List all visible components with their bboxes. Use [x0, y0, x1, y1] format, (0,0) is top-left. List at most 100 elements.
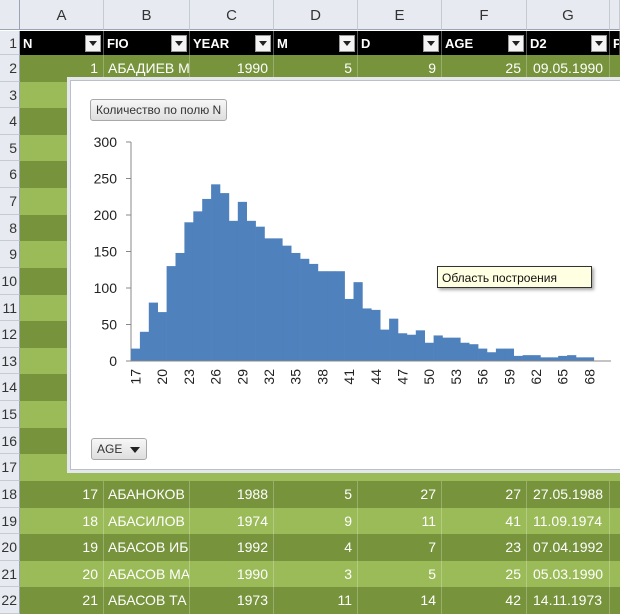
table-cell[interactable]: 5 [274, 55, 358, 82]
table-cell[interactable]: 5 [358, 560, 442, 588]
histogram-bar[interactable] [282, 245, 292, 361]
row-header-11[interactable]: 11 [0, 294, 20, 322]
histogram-bar[interactable] [424, 342, 434, 361]
histogram-bar[interactable] [131, 348, 141, 361]
filter-dropdown-icon[interactable] [130, 447, 141, 453]
table-cell[interactable]: 1990 [190, 55, 274, 82]
table-cell[interactable]: 17 [20, 480, 104, 508]
histogram-bar[interactable] [344, 298, 354, 361]
table-cell[interactable]: АБАНОКОВ [104, 480, 190, 508]
row-header-3[interactable]: 3 [0, 81, 20, 109]
column-header-a[interactable]: A [20, 0, 104, 30]
table-cell[interactable]: 41 [442, 507, 527, 535]
histogram-bar[interactable] [139, 331, 150, 361]
table-cell[interactable]: 14 [358, 587, 442, 614]
histogram-bar[interactable] [584, 357, 595, 361]
histogram-bar[interactable] [371, 309, 381, 361]
column-header-c[interactable]: C [190, 0, 274, 30]
row-header-4[interactable]: 4 [0, 108, 20, 135]
histogram-bar[interactable] [406, 334, 417, 361]
column-header-partial[interactable] [610, 0, 620, 30]
histogram-bar[interactable] [309, 263, 319, 361]
filter-dropdown-icon[interactable] [591, 35, 607, 52]
row-header-8[interactable]: 8 [0, 214, 20, 242]
row-header-21[interactable]: 21 [0, 560, 20, 588]
table-cell[interactable]: 11.09.1974 [527, 507, 610, 535]
axis-field-button[interactable]: AGE [91, 438, 148, 460]
row-header-7[interactable]: 7 [0, 188, 20, 215]
histogram-bar[interactable] [362, 308, 372, 361]
table-cell[interactable]: 1 [20, 55, 104, 82]
table-cell[interactable]: 20 [20, 560, 104, 588]
histogram-bar[interactable] [220, 193, 230, 361]
row-header-20[interactable]: 20 [0, 534, 20, 561]
histogram-bar[interactable] [513, 355, 523, 361]
table-cell[interactable]: 27.05.1988 [527, 480, 610, 508]
table-cell[interactable]: АБАДИЕВ М [104, 55, 190, 82]
histogram-bar[interactable] [495, 348, 506, 361]
histogram-bar[interactable] [273, 238, 283, 361]
histogram-bar[interactable] [442, 337, 452, 361]
histogram-bar[interactable] [291, 252, 301, 361]
histogram-bar[interactable] [415, 330, 425, 361]
table-cell[interactable]: 09.05.1990 [527, 55, 610, 82]
filter-dropdown-icon[interactable] [339, 35, 355, 52]
table-cell[interactable]: 18 [20, 507, 104, 535]
histogram-bar[interactable] [246, 220, 256, 361]
histogram-bar[interactable] [478, 348, 488, 361]
table-cell[interactable]: 4 [274, 534, 358, 561]
row-header-1[interactable]: 1 [0, 31, 20, 55]
histogram-bar[interactable] [148, 302, 158, 361]
table-cell[interactable]: АБАСОВ МА [104, 560, 190, 588]
row-header-9[interactable]: 9 [0, 241, 20, 268]
filter-dropdown-icon[interactable] [508, 35, 524, 52]
row-header-22[interactable]: 22 [0, 587, 20, 614]
table-cell[interactable]: 1992 [190, 534, 274, 561]
table-cell[interactable]: 14.11.1973 [527, 587, 610, 614]
column-header-f[interactable]: F [442, 0, 527, 30]
table-cell[interactable]: 42 [442, 587, 527, 614]
histogram-bar[interactable] [487, 352, 497, 361]
histogram-bar[interactable] [175, 252, 185, 361]
histogram-bar[interactable] [264, 238, 274, 361]
table-cell[interactable]: 05.03.1990 [527, 560, 610, 588]
histogram-bar[interactable] [326, 271, 336, 361]
column-header-d[interactable]: D [274, 0, 358, 30]
table-cell[interactable]: 19 [20, 534, 104, 561]
row-header-2[interactable]: 2 [0, 55, 20, 82]
histogram-bar[interactable] [166, 266, 176, 361]
chart-plot[interactable]: 0 50 100 150 200 250 300 17 20 23 26 29 32 35 38 41 44 4… [71, 81, 620, 471]
row-header-12[interactable]: 12 [0, 321, 20, 348]
table-cell[interactable]: 25 [442, 55, 527, 82]
histogram-bar[interactable] [202, 198, 212, 361]
table-cell[interactable]: 5 [274, 480, 358, 508]
histogram-bar[interactable] [237, 201, 247, 361]
row-header-19[interactable]: 19 [0, 507, 20, 535]
row-header-14[interactable]: 14 [0, 374, 20, 402]
histogram-bar[interactable] [576, 357, 586, 361]
value-field-button[interactable]: Количество по полю N [90, 99, 228, 121]
histogram-bar[interactable] [389, 318, 399, 361]
histogram-bar[interactable] [522, 355, 532, 361]
table-cell[interactable]: 21 [20, 587, 104, 614]
histogram-bar[interactable] [433, 335, 443, 361]
row-header-17[interactable]: 17 [0, 454, 20, 481]
table-cell[interactable]: АБАСОВ ИБ [104, 534, 190, 561]
table-cell[interactable]: АБАСИЛОВ [104, 507, 190, 535]
histogram-bar[interactable] [451, 337, 461, 361]
table-cell[interactable]: 11 [358, 507, 442, 535]
histogram-bar[interactable] [504, 348, 514, 361]
column-header-b[interactable]: B [104, 0, 190, 30]
select-all-corner[interactable] [0, 0, 20, 30]
filter-dropdown-icon[interactable] [85, 35, 101, 52]
filter-dropdown-icon[interactable] [171, 35, 187, 52]
histogram-bar[interactable] [335, 271, 345, 361]
histogram-bar[interactable] [558, 355, 568, 361]
row-header-10[interactable]: 10 [0, 267, 20, 295]
table-cell[interactable]: 9 [274, 507, 358, 535]
row-header-18[interactable]: 18 [0, 480, 20, 508]
histogram-bar[interactable] [380, 329, 390, 361]
histogram-bar[interactable] [184, 222, 194, 361]
row-header-15[interactable]: 15 [0, 401, 20, 428]
table-cell[interactable]: 07.04.1992 [527, 534, 610, 561]
